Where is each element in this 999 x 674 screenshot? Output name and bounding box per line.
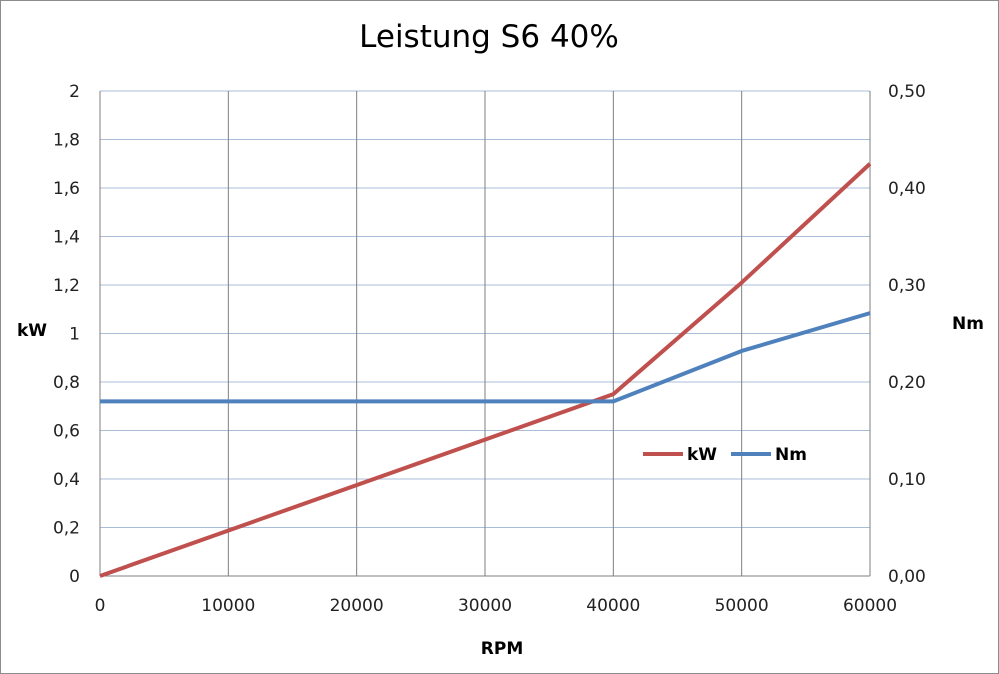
y-left-tick-label: 2 xyxy=(69,82,80,102)
y-axis-right-label: Nm xyxy=(952,314,984,334)
y-right-tick-label: 0,40 xyxy=(888,179,926,199)
x-tick-label: 60000 xyxy=(843,596,897,616)
y-left-tick-label: 0,8 xyxy=(53,373,80,393)
x-axis-label: RPM xyxy=(481,639,523,659)
legend-label-kw: kW xyxy=(687,445,717,465)
y-left-tick-label: 0 xyxy=(69,567,80,587)
y-left-tick-label: 1,6 xyxy=(53,179,80,199)
x-tick-label: 20000 xyxy=(330,596,384,616)
tick-labels: 0 0,2 0,4 0,6 0,8 1 1,2 1,4 1,6 1,8 2 0 10000 20000 30… xyxy=(53,82,926,616)
y-right-tick-label: 0,30 xyxy=(888,276,926,296)
x-tick-label: 30000 xyxy=(458,596,512,616)
y-left-tick-label: 1,2 xyxy=(53,276,80,296)
y-left-tick-label: 1,8 xyxy=(53,131,80,151)
y-right-tick-label: 0,20 xyxy=(888,373,926,393)
grid xyxy=(99,90,871,577)
y-right-tick-label: 0,50 xyxy=(888,82,926,102)
legend-label-nm: Nm xyxy=(775,445,807,465)
series-line-nm xyxy=(100,311,871,404)
y-axis-left-label: kW xyxy=(17,321,47,341)
x-tick-label: 10000 xyxy=(201,596,255,616)
legend: kW Nm xyxy=(643,445,807,465)
series-line-kw xyxy=(99,162,872,578)
y-left-tick-label: 0,2 xyxy=(53,519,80,539)
x-tick-label: 50000 xyxy=(715,596,769,616)
y-right-tick-label: 0,00 xyxy=(888,567,926,587)
series-lines xyxy=(99,162,872,578)
x-tick-label: 40000 xyxy=(586,596,640,616)
x-tick-label: 0 xyxy=(95,596,106,616)
y-left-tick-label: 0,4 xyxy=(53,470,80,490)
chart-title: Leistung S6 40% xyxy=(359,19,619,55)
y-right-tick-label: 0,10 xyxy=(888,470,926,490)
y-left-tick-label: 0,6 xyxy=(53,422,80,442)
y-left-tick-label: 1,4 xyxy=(53,228,80,248)
y-left-tick-label: 1 xyxy=(69,325,80,345)
